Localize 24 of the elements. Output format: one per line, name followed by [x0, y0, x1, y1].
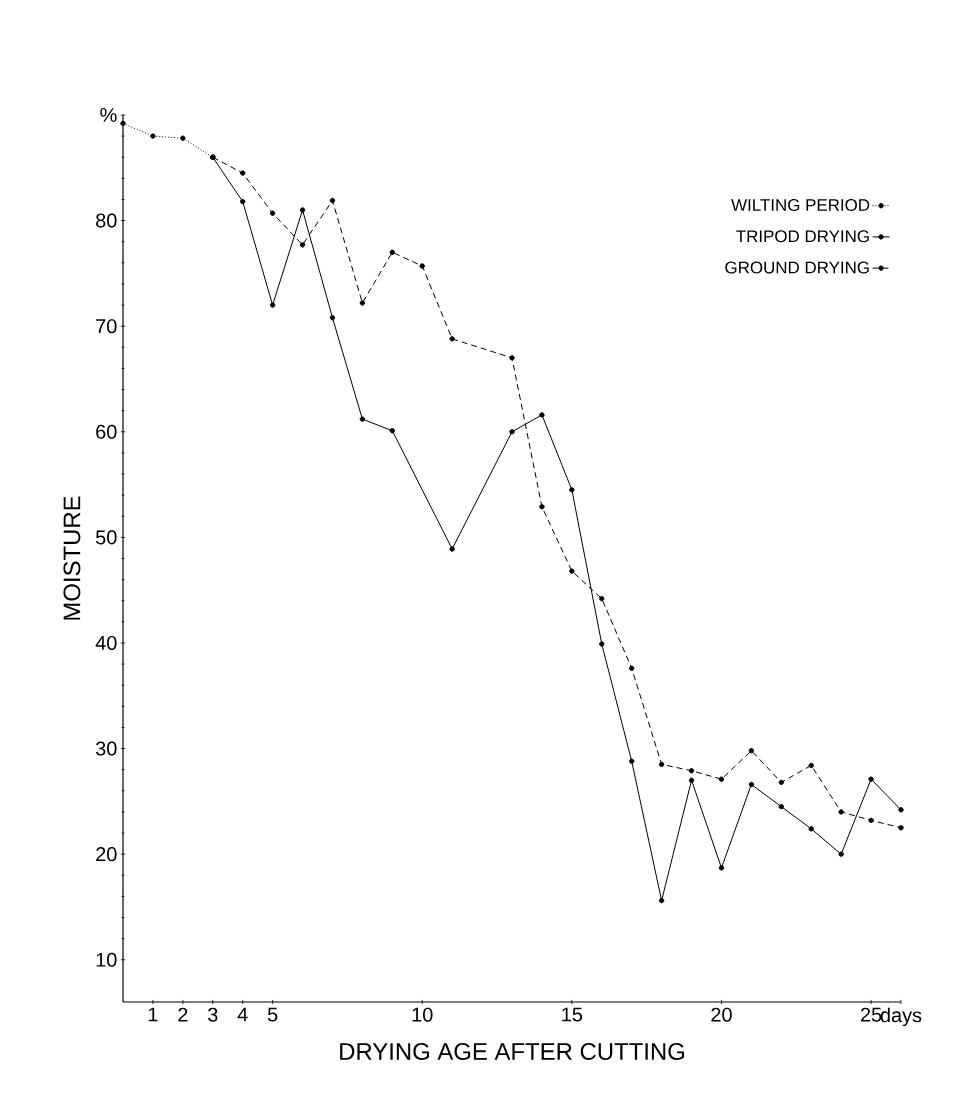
y-tick-label: 70	[96, 319, 117, 334]
legend-label: TRIPOD DRYING	[736, 230, 869, 243]
x-axis-title: DRYING AGE AFTER CUTTING	[340, 1043, 685, 1060]
x-tick-label: 3	[207, 1007, 218, 1022]
x-tick-label: 10	[412, 1007, 433, 1022]
y-tick-label: 60	[96, 424, 117, 439]
x-tick-label: 2	[178, 1007, 188, 1022]
y-tick-label: %	[100, 108, 117, 122]
x-tick-label: 5	[267, 1007, 278, 1022]
x-tick-label: 15	[562, 1007, 583, 1022]
y-axis-title: MOISTURE	[63, 496, 81, 620]
y-tick-label: 20	[96, 847, 117, 862]
y-tick-label: 50	[95, 530, 117, 545]
x-tick-label: days	[880, 1007, 922, 1027]
y-tick-label: 30	[95, 741, 117, 756]
y-tick-label: 80	[96, 213, 117, 228]
x-tick-label: 25	[861, 1007, 882, 1022]
x-tick-label: 1	[148, 1007, 158, 1022]
legend-label: WILTING PERIOD	[731, 199, 870, 211]
legend-label: GROUND DRYING	[725, 261, 869, 274]
y-tick-label: 10	[96, 952, 117, 967]
x-tick-label: 4	[237, 1007, 248, 1022]
x-tick-label: 20	[711, 1007, 732, 1022]
y-tick-label: 40	[95, 635, 117, 651]
